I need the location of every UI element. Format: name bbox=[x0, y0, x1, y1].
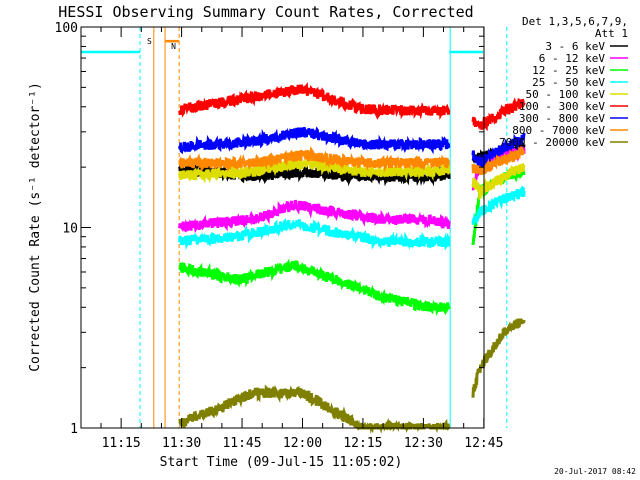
legend-label: 25 - 50 keV bbox=[532, 76, 605, 89]
series-line bbox=[471, 146, 526, 176]
axes-layer: 1 10 100 11:15 11:30 11:45 12:00 12:15 12:30 12:4… bbox=[55, 21, 504, 451]
x-tick-label: 12:00 bbox=[283, 436, 322, 451]
series-line bbox=[178, 161, 451, 187]
annotation-s: S bbox=[147, 37, 152, 46]
series-line bbox=[178, 145, 450, 173]
legend-header: Det 1,3,5,6,7,9, bbox=[522, 15, 628, 28]
observing-overlays: SN bbox=[81, 27, 508, 428]
series-line bbox=[178, 81, 451, 121]
x-tick-label: 11:45 bbox=[222, 436, 261, 451]
y-axis-label: Corrected Count Rate (s⁻¹ detector⁻¹) bbox=[28, 82, 43, 372]
series-line bbox=[178, 384, 451, 434]
footer-timestamp: 20-Jul-2017 08:42 bbox=[554, 467, 636, 476]
x-tick-label: 12:15 bbox=[343, 436, 382, 451]
legend-label: 12 - 25 keV bbox=[532, 64, 605, 77]
legend-header: Att 1 bbox=[595, 27, 628, 40]
annotation-n: N bbox=[171, 42, 176, 51]
legend-label: 300 - 800 keV bbox=[519, 112, 605, 125]
legend-label: 50 - 100 keV bbox=[526, 88, 606, 101]
series-line bbox=[178, 258, 451, 317]
series-line bbox=[471, 132, 526, 171]
y-tick-label: 10 bbox=[62, 222, 78, 237]
y-tick-label: 100 bbox=[55, 21, 78, 36]
legend-label: 6 - 12 keV bbox=[539, 52, 606, 65]
x-tick-label: 11:15 bbox=[102, 436, 141, 451]
x-tick-label: 12:45 bbox=[464, 436, 503, 451]
series-line bbox=[178, 126, 451, 155]
series-line bbox=[471, 185, 526, 225]
series-line bbox=[178, 199, 451, 234]
legend-label: 3 - 6 keV bbox=[545, 40, 605, 53]
series-line bbox=[471, 318, 526, 398]
x-tick-label: 11:30 bbox=[162, 436, 201, 451]
x-tick-label: 12:30 bbox=[404, 436, 443, 451]
series-line bbox=[471, 163, 526, 201]
y-tick-label: 1 bbox=[70, 422, 78, 437]
series-line bbox=[471, 97, 526, 132]
legend-label: 7000 - 20000 keV bbox=[499, 136, 605, 149]
legend-label: 800 - 7000 keV bbox=[512, 124, 605, 137]
legend-label: 100 - 300 keV bbox=[519, 100, 605, 113]
series-layer bbox=[178, 81, 526, 434]
x-axis-label: Start Time (09-Jul-15 11:05:02) bbox=[160, 455, 403, 470]
series-line bbox=[178, 218, 451, 251]
series-line bbox=[178, 155, 451, 184]
chart-title: HESSI Observing Summary Count Rates, Cor… bbox=[58, 3, 473, 21]
